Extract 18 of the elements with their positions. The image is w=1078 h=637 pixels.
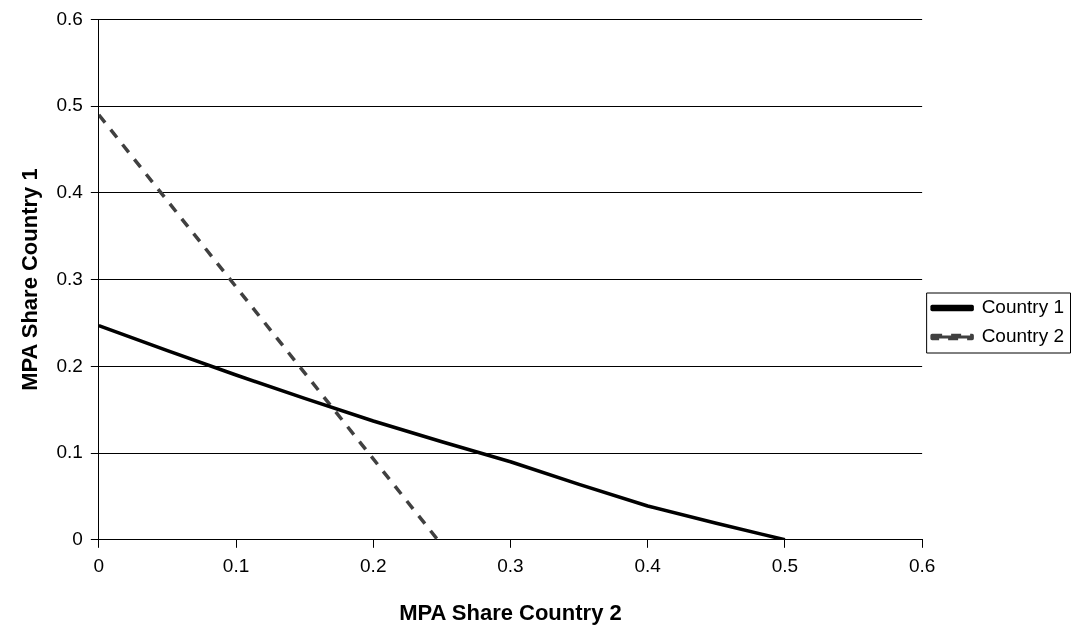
legend-label: Country 1 [981,296,1064,318]
legend-label: Country 2 [981,325,1064,347]
y-tick-label: 0.3 [56,267,83,289]
y-axis-title: MPA Share Country 1 [17,168,43,391]
x-tick-label: 0.1 [222,555,250,577]
x-tick-label: 0.5 [771,555,799,577]
y-tick-label: 0.6 [56,7,83,29]
x-axis-title: MPA Share Country 2 [399,599,622,625]
y-tick-label: 0.4 [56,181,84,203]
x-tick-label: 0.6 [908,555,936,577]
x-tick-label: 0.3 [497,555,524,577]
y-tick-label: 0.2 [56,354,83,376]
x-tick-label: 0.4 [634,555,662,577]
x-tick-label: 0.2 [360,555,387,577]
y-tick-label: 0 [72,528,83,550]
y-tick-label: 0.1 [56,441,83,463]
x-tick-label: 0 [93,555,105,577]
y-tick-label: 0.5 [56,94,83,116]
